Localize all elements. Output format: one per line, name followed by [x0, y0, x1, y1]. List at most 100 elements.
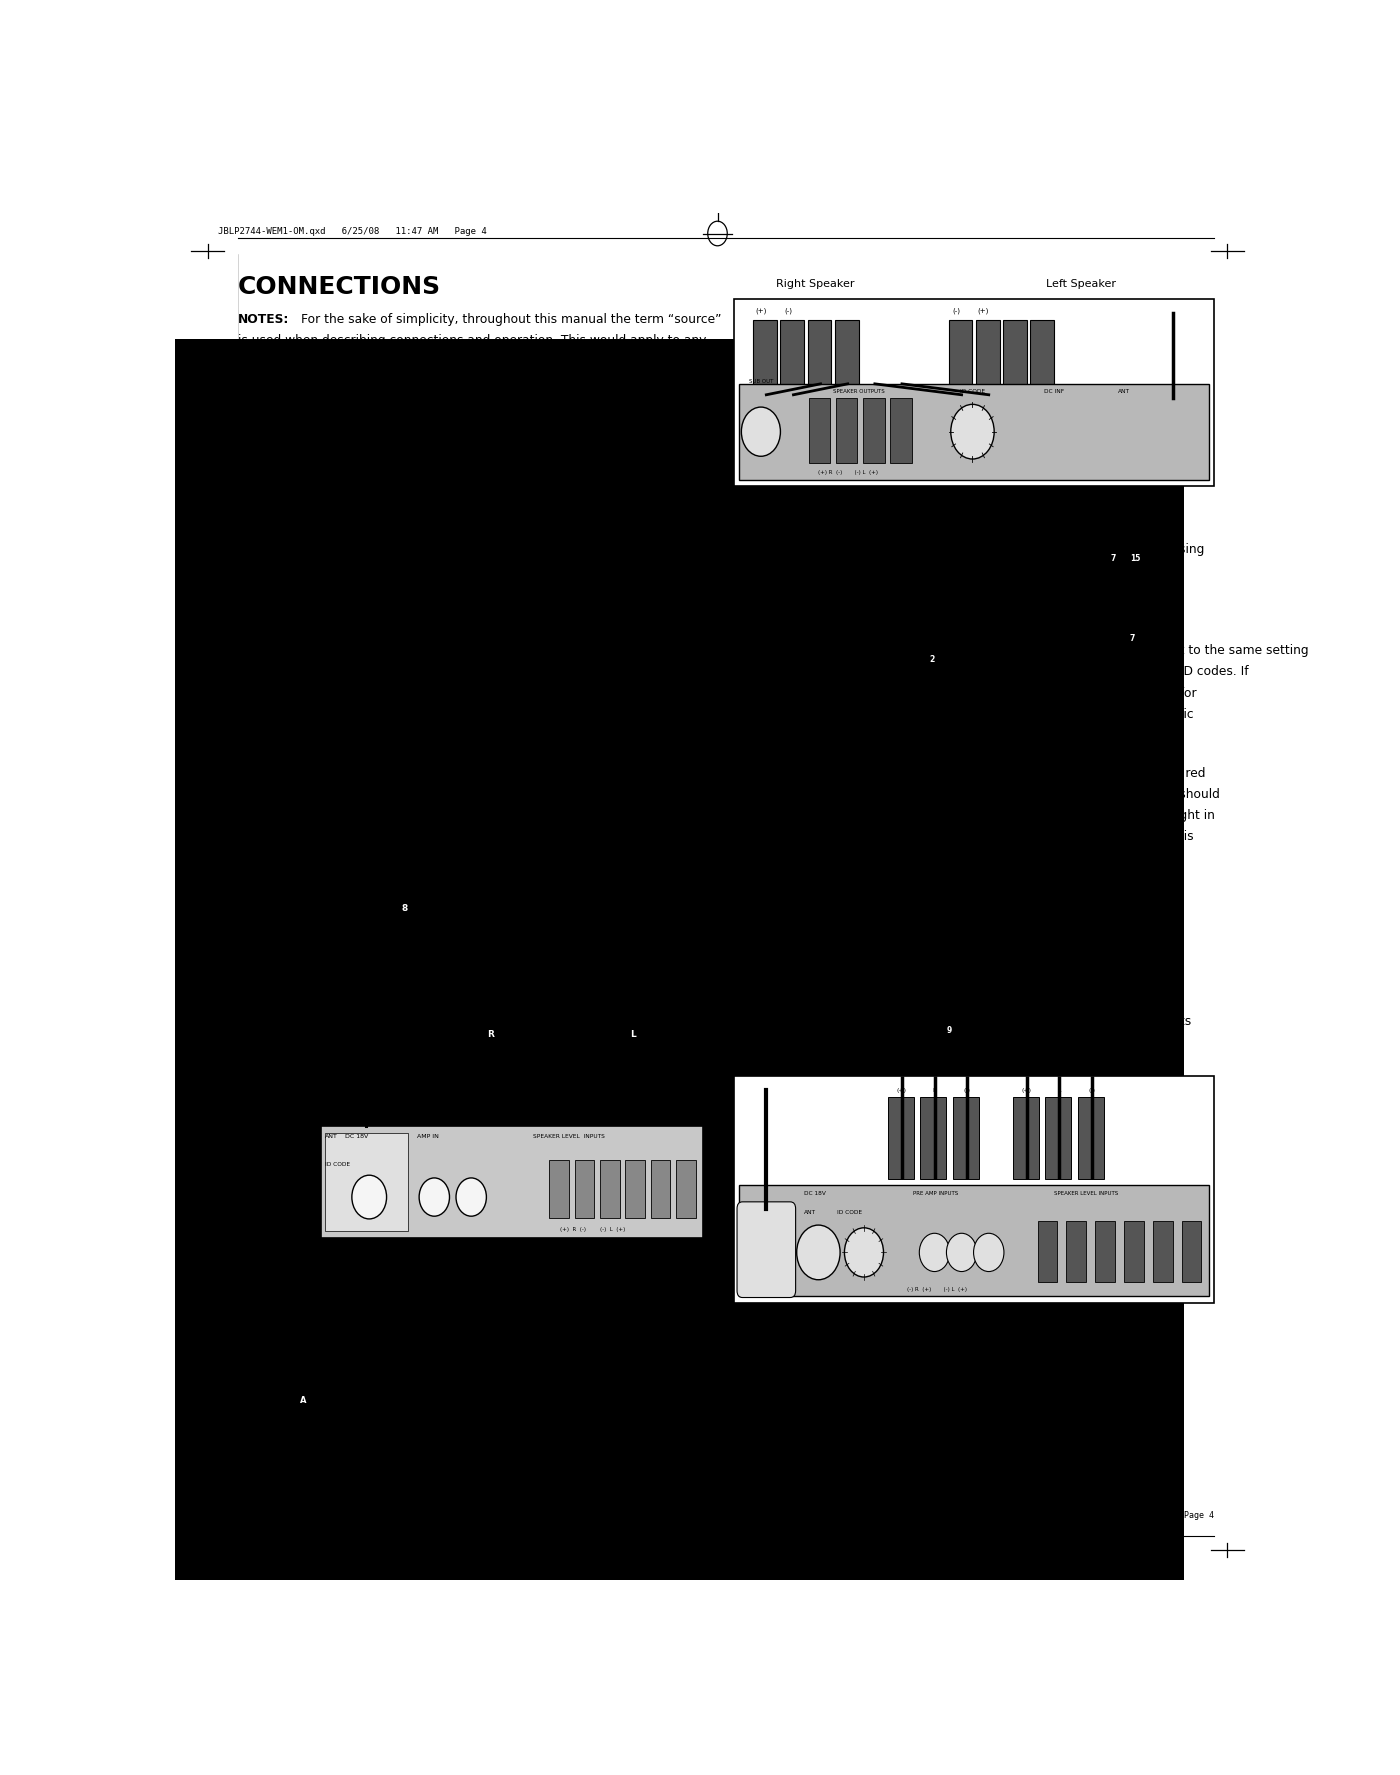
Text: 7: 7	[1130, 634, 1134, 643]
Text: selected (see page 5 under “Local Input” for more details).: selected (see page 5 under “Local Input”…	[734, 852, 1095, 864]
Text: ANT: ANT	[804, 1211, 816, 1216]
FancyBboxPatch shape	[1095, 1221, 1114, 1283]
Circle shape	[844, 1228, 883, 1276]
Text: ANT: ANT	[1119, 389, 1130, 394]
Circle shape	[920, 1234, 949, 1271]
Text: 4: 4	[238, 1512, 249, 1528]
Text: For the sake of simplicity, throughout this manual the term “source”: For the sake of simplicity, throughout t…	[301, 312, 721, 327]
Text: includes these RCA-type outputs, follow the steps in Connection Option A.: includes these RCA-type outputs, follow …	[238, 643, 692, 655]
Circle shape	[501, 1054, 514, 1072]
Circle shape	[921, 646, 944, 673]
Text: Preamp Outputs: Preamp Outputs	[518, 1022, 602, 1031]
Text: Plug the transmitter module and receiver module into the wall outlets, using: Plug the transmitter module and receiver…	[734, 543, 1204, 556]
Text: If your source features only speaker wire outputs, follow steps in Connection: If your source features only speaker wir…	[238, 664, 708, 676]
Text: 15: 15	[1130, 554, 1141, 563]
Text: necessary, configure your receiver to activate the preamp level outputs for: necessary, configure your receiver to ac…	[734, 687, 1197, 699]
Text: instructions).: instructions).	[734, 730, 815, 742]
Text: terminal on the other, and the negative (–) to the negative (–).: terminal on the other, and the negative …	[238, 1489, 622, 1502]
Text: CONNECTIONS: CONNECTIONS	[666, 1512, 769, 1525]
Text: Front/Main/Second Room: Front/Main/Second Room	[496, 1003, 624, 1014]
Circle shape	[939, 1017, 960, 1044]
Text: (-): (-)	[963, 1088, 970, 1092]
Circle shape	[351, 1175, 386, 1219]
FancyBboxPatch shape	[1046, 1097, 1071, 1179]
Text: is set to the same setting: is set to the same setting	[1148, 644, 1309, 657]
Text: Figure 1.: Figure 1.	[238, 1251, 297, 1266]
Text: L: L	[630, 1030, 636, 1038]
Text: L: L	[1057, 1088, 1061, 1092]
Circle shape	[951, 405, 994, 460]
Text: Make sure power is turned off on all components.: Make sure power is turned off on all com…	[780, 964, 1084, 976]
Text: JBLP2744-WEM1-OM.qxd   6/25/08   11:47 AM   Page 4: JBLP2744-WEM1-OM.qxd 6/25/08 11:47 AM Pa…	[218, 227, 487, 236]
Text: ID CODE: ID CODE	[960, 389, 986, 394]
Text: 7: 7	[1110, 554, 1116, 563]
Circle shape	[742, 406, 780, 456]
FancyBboxPatch shape	[1078, 1097, 1103, 1179]
Circle shape	[1121, 625, 1142, 653]
FancyBboxPatch shape	[1030, 320, 1054, 394]
Text: Step 1.: Step 1.	[238, 848, 287, 861]
Text: (+): (+)	[897, 1088, 907, 1092]
Text: (-) R  (+)       (-) L  (+): (-) R (+) (-) L (+)	[907, 1287, 967, 1292]
Text: AC outlet, as it needs to plug into the wall.: AC outlet, as it needs to plug into the …	[734, 1386, 995, 1399]
FancyBboxPatch shape	[734, 1076, 1214, 1303]
FancyBboxPatch shape	[325, 1132, 409, 1232]
FancyBboxPatch shape	[836, 398, 857, 463]
Text: AC outlet, as it needs to plug into the wall.: AC outlet, as it needs to plug into the …	[238, 1324, 500, 1337]
FancyBboxPatch shape	[81, 339, 1184, 1731]
Text: Step 3.: Step 3.	[238, 1361, 287, 1376]
Text: are: are	[1151, 564, 1175, 577]
Text: SPEAKER LEVEL  INPUTS: SPEAKER LEVEL INPUTS	[533, 1134, 605, 1140]
FancyBboxPatch shape	[734, 300, 1214, 486]
Text: First, determine whether your source contains RCA-type preamp outputs for: First, determine whether your source con…	[238, 536, 704, 548]
FancyBboxPatch shape	[1002, 320, 1026, 394]
FancyBboxPatch shape	[1124, 1221, 1144, 1283]
Text: (-): (-)	[1088, 1088, 1095, 1092]
Text: receiver, the preamp outputs are usually indicated by RCA-type jacks on: receiver, the preamp outputs are usually…	[238, 579, 683, 591]
Text: A: A	[300, 1395, 307, 1404]
FancyBboxPatch shape	[676, 1161, 696, 1218]
Text: DC 18V: DC 18V	[804, 1191, 826, 1196]
Text: instructions for that application.: instructions for that application.	[238, 456, 435, 469]
Text: (-): (-)	[952, 307, 960, 314]
FancyBboxPatch shape	[1154, 1221, 1173, 1283]
Text: as that on the receiver: as that on the receiver	[734, 666, 878, 678]
FancyBboxPatch shape	[1147, 390, 1200, 465]
Text: SPEAKER LEVEL INPUTS: SPEAKER LEVEL INPUTS	[1054, 1191, 1119, 1196]
FancyBboxPatch shape	[808, 320, 832, 394]
Circle shape	[395, 895, 416, 923]
Text: Step 5.: Step 5.	[734, 623, 783, 635]
Text: 8: 8	[402, 903, 409, 912]
Text: Place the receiver module in the desired location in your home near an: Place the receiver module in the desired…	[238, 1303, 675, 1315]
FancyBboxPatch shape	[953, 1097, 979, 1179]
Text: (+)  R  (-)        (-)  L  (+): (+) R (-) (-) L (+)	[560, 1227, 626, 1232]
Text: SPEAKER OUTPUTS: SPEAKER OUTPUTS	[833, 389, 885, 394]
FancyBboxPatch shape	[1182, 1221, 1201, 1283]
Text: ID CODE: ID CODE	[325, 1161, 350, 1166]
Text: R: R	[487, 1030, 494, 1038]
Text: AMP IN: AMP IN	[417, 1134, 438, 1140]
Text: NOTES:: NOTES:	[238, 312, 290, 327]
FancyBboxPatch shape	[601, 1161, 620, 1218]
Text: Please note that speaker wire features some form of a polarity indicator to: Please note that speaker wire features s…	[238, 1425, 697, 1438]
Text: when first plugged in. When a button on the remote is pressed, the LED should: when first plugged in. When a button on …	[734, 788, 1219, 801]
FancyBboxPatch shape	[626, 1161, 645, 1218]
Circle shape	[797, 1225, 840, 1280]
FancyBboxPatch shape	[0, 339, 1042, 1731]
Text: SUB OUT: SUB OUT	[749, 378, 773, 383]
FancyBboxPatch shape	[419, 992, 701, 1115]
Text: First, determine how you would like to use the WEM-1; then follow the setup: First, determine how you would like to u…	[238, 435, 706, 447]
Text: , as shown in Figure 3.: , as shown in Figure 3.	[966, 1037, 1103, 1049]
Text: (-): (-)	[784, 307, 792, 314]
Circle shape	[1124, 545, 1147, 573]
Text: Step 4.: Step 4.	[734, 522, 783, 534]
Text: R: R	[932, 1088, 937, 1092]
Text: help distinguish its two conductors. Use this polarity indicator to ensure that: help distinguish its two conductors. Use…	[238, 1447, 708, 1459]
Text: (+): (+)	[1022, 1088, 1032, 1092]
Text: solid green. This LED will light in orange if the local input on the receiver is: solid green. This LED will light in oran…	[734, 831, 1193, 843]
Text: (+): (+)	[977, 307, 988, 314]
FancyBboxPatch shape	[575, 1161, 594, 1218]
FancyBboxPatch shape	[976, 320, 1000, 394]
Text: ANT: ANT	[325, 1134, 337, 1140]
FancyBboxPatch shape	[549, 1161, 568, 1218]
